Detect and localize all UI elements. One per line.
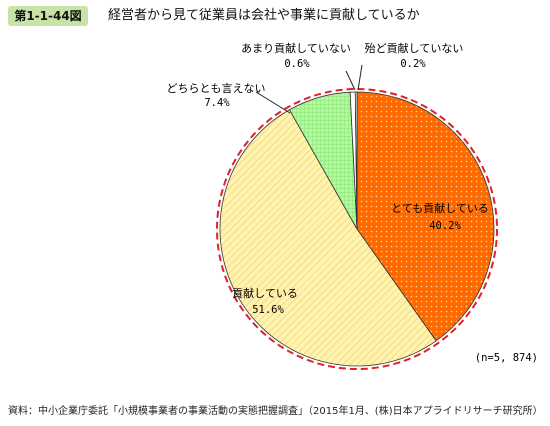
- value-dochiratomo: 7.4%: [204, 97, 230, 109]
- label-hotondo: 殆ど貢献していない: [365, 41, 464, 55]
- value-totemo: 40.2%: [429, 220, 461, 232]
- figure-label: 第1-1-44図: [8, 6, 88, 26]
- leader-line-amari: [345, 70, 356, 91]
- sample-size-note: (n=5, 874): [475, 352, 538, 364]
- pie-slice-0: [356, 91, 495, 342]
- leader-lines: [255, 64, 363, 114]
- label-dochiratomo: どちらとも言えない: [167, 82, 266, 95]
- label-amari: あまり貢献していない: [241, 41, 351, 55]
- value-koken: 51.6%: [252, 304, 284, 316]
- chart-title: 経営者から見て従業員は会社や事業に貢献しているか: [108, 8, 420, 23]
- value-hotondo: 0.2%: [400, 58, 426, 70]
- label-koken: 貢献している: [232, 286, 298, 300]
- label-totemo: とても貢献している: [391, 201, 489, 215]
- pie-slice-1: [219, 109, 437, 367]
- pie-outline-dashed: [216, 88, 498, 370]
- leader-line-hotondo: [357, 64, 363, 91]
- source-note: 資料：中小企業庁委託「小規模事業者の事業活動の実態把握調査」（2015年1月、(…: [8, 406, 543, 417]
- pie-slices: [219, 91, 495, 367]
- pie-slice-4: [354, 91, 358, 230]
- leader-line-dochiratomo: [255, 91, 291, 114]
- value-amari: 0.6%: [284, 58, 310, 70]
